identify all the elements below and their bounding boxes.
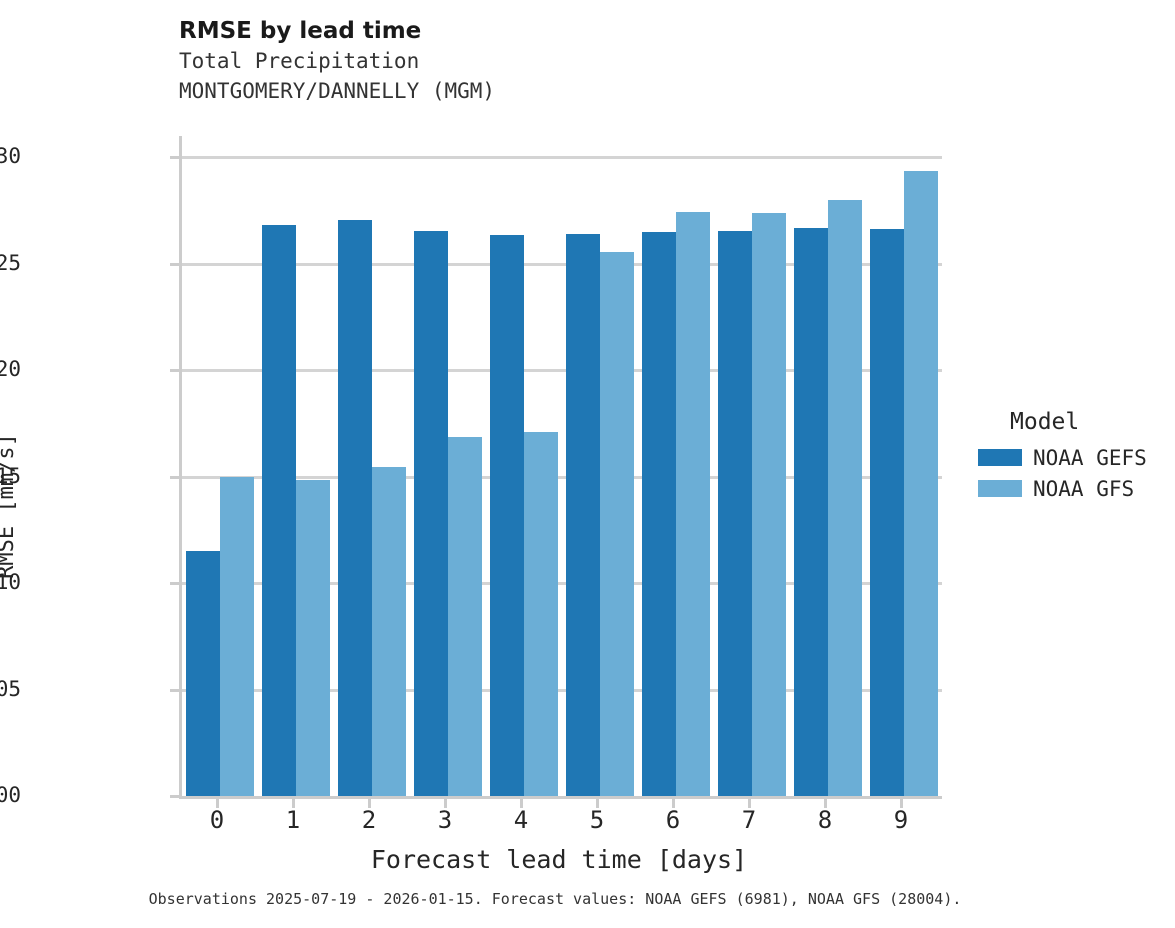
gridline [182, 475, 942, 479]
y-axis-title: RMSE [mm/s] [0, 433, 19, 579]
legend-rows: NOAA GEFS NOAA GFS [978, 442, 1173, 504]
bar-noaa-gefs-lead-0[interactable] [186, 551, 220, 796]
x-tick-mark [672, 799, 675, 808]
x-tick-label: 7 [741, 806, 757, 834]
bar-noaa-gfs-lead-4[interactable] [524, 431, 558, 796]
x-tick-label: 8 [817, 806, 833, 834]
bar-noaa-gfs-lead-3[interactable] [448, 437, 482, 796]
bar-noaa-gefs-lead-6[interactable] [642, 231, 676, 796]
x-tick-mark [216, 799, 219, 808]
y-tick-mark [170, 475, 179, 479]
bar-noaa-gfs-lead-7[interactable] [752, 212, 786, 796]
y-tick-mark [170, 582, 179, 586]
bar-noaa-gfs-lead-1[interactable] [296, 479, 330, 796]
bar-noaa-gefs-lead-5[interactable] [566, 233, 600, 796]
bar-noaa-gfs-lead-2[interactable] [372, 467, 406, 796]
x-tick-mark [900, 799, 903, 808]
bar-noaa-gfs-lead-6[interactable] [676, 211, 710, 796]
legend-title: Model [1010, 409, 1080, 435]
y-tick-mark [170, 156, 179, 160]
bar-noaa-gefs-lead-3[interactable] [414, 230, 448, 796]
x-tick-label: 9 [893, 806, 909, 834]
chart-subtitle: Total Precipitation [179, 49, 420, 73]
bar-noaa-gfs-lead-5[interactable] [600, 252, 634, 796]
y-tick-mark [170, 688, 179, 692]
x-tick-mark [748, 799, 751, 808]
legend: Model NOAA GEFS NOAA GFS [978, 408, 1173, 504]
bar-noaa-gefs-lead-4[interactable] [490, 235, 524, 796]
legend-swatch [978, 449, 1022, 466]
x-tick-mark [824, 799, 827, 808]
bar-noaa-gfs-lead-0[interactable] [220, 476, 254, 796]
gridline [182, 688, 942, 692]
x-tick-mark [520, 799, 523, 808]
x-tick-label: 6 [665, 806, 681, 834]
plot-inner [182, 136, 942, 796]
x-tick-label: 2 [361, 806, 377, 834]
bar-noaa-gefs-lead-7[interactable] [718, 230, 752, 796]
x-tick-label: 4 [513, 806, 529, 834]
x-tick-mark [292, 799, 295, 808]
x-axis-title: Forecast lead time [days] [370, 845, 748, 874]
title-block: RMSE by lead time Total Precipitation MO… [179, 16, 879, 106]
x-tick-label: 3 [437, 806, 453, 834]
x-tick-label: 5 [589, 806, 605, 834]
bar-noaa-gefs-lead-9[interactable] [870, 228, 904, 796]
y-tick-mark [170, 795, 179, 798]
bar-noaa-gefs-lead-2[interactable] [338, 220, 372, 796]
legend-item-noaa-gefs[interactable]: NOAA GEFS [978, 442, 1173, 473]
chart-station-name: MONTGOMERY/DANNELLY (MGM) [179, 79, 496, 103]
page-title: RMSE by lead time [179, 18, 422, 44]
footnote: Observations 2025-07-19 - 2026-01-15. Fo… [148, 890, 962, 908]
legend-swatch [978, 480, 1022, 497]
legend-item-noaa-gfs[interactable]: NOAA GFS [978, 473, 1173, 504]
gridline [182, 582, 942, 586]
x-tick-label: 1 [285, 806, 301, 834]
bar-noaa-gefs-lead-1[interactable] [262, 225, 296, 796]
x-tick-mark [368, 799, 371, 808]
gridline [182, 369, 942, 373]
y-tick-label: 0.00000 [0, 783, 21, 807]
y-tick-label: 0.00025 [0, 250, 21, 275]
y-tick-label: 0.00005 [0, 676, 21, 701]
gridline [182, 156, 942, 160]
gridline [182, 262, 942, 266]
bar-noaa-gfs-lead-9[interactable] [904, 171, 938, 796]
x-tick-mark [444, 799, 447, 808]
bar-noaa-gfs-lead-8[interactable] [828, 199, 862, 796]
legend-label: NOAA GEFS [1033, 445, 1147, 470]
x-tick-mark [596, 799, 599, 808]
x-tick-label: 0 [209, 806, 225, 834]
bar-noaa-gefs-lead-8[interactable] [794, 227, 828, 796]
y-tick-mark [170, 262, 179, 266]
legend-label: NOAA GFS [1033, 476, 1135, 501]
y-tick-mark [170, 369, 179, 373]
y-tick-label: 0.00030 [0, 144, 21, 169]
plot-area [179, 136, 942, 799]
